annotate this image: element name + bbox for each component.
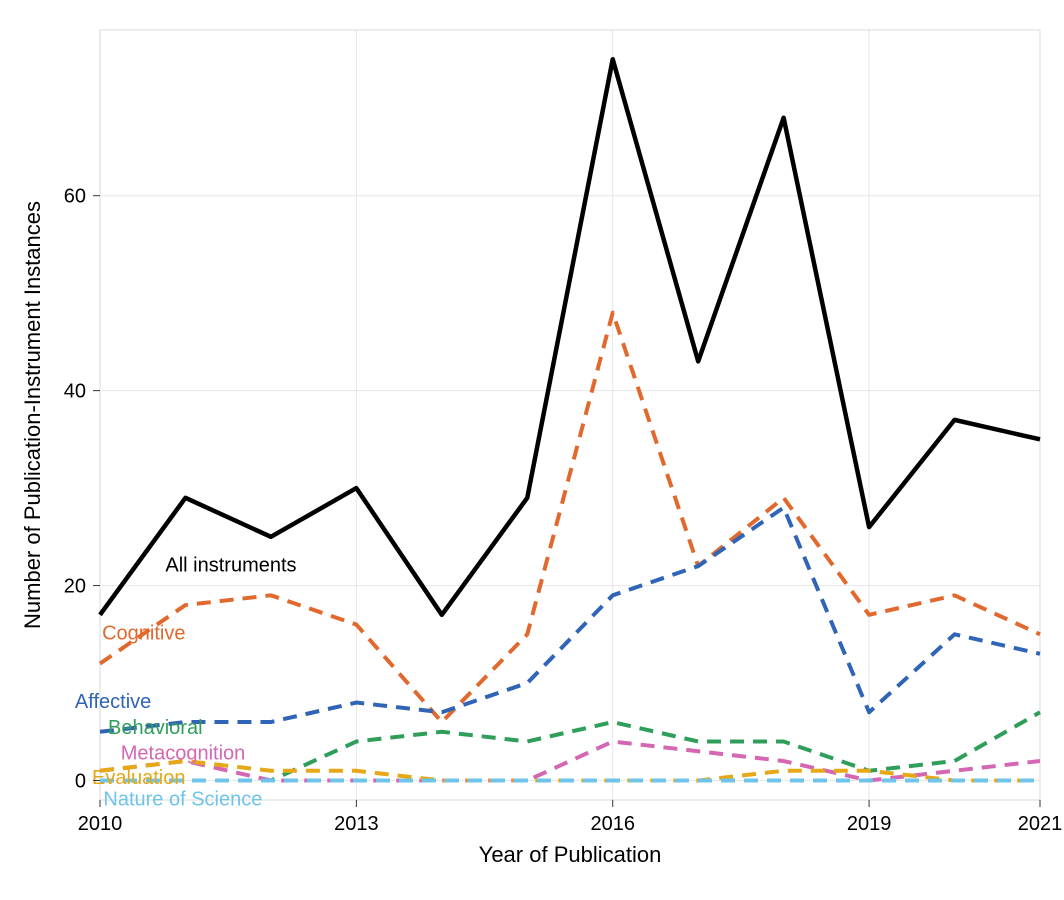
y-tick-label: 20 bbox=[64, 576, 86, 598]
y-axis-label: Number of Publication-Instrument Instanc… bbox=[20, 201, 45, 629]
series-label-all: All instruments bbox=[165, 554, 296, 576]
x-tick-label: 2016 bbox=[590, 813, 635, 835]
x-tick-label: 2019 bbox=[847, 813, 892, 835]
y-tick-label: 0 bbox=[75, 771, 86, 793]
series-label-behavioral: Behavioral bbox=[108, 717, 203, 739]
series-label-nature_of_science: Nature of Science bbox=[103, 788, 262, 810]
series-label-metacognition: Metacognition bbox=[121, 742, 246, 764]
series-label-affective: Affective bbox=[75, 691, 151, 713]
chart-container: All instruments Cognitive Affective Behavio… bbox=[0, 0, 1064, 900]
x-axis-label: Year of Publication bbox=[479, 842, 662, 867]
x-tick-label: 2021 bbox=[1018, 813, 1063, 835]
line-chart: All instruments Cognitive Affective Behavio… bbox=[0, 0, 1064, 900]
y-tick-label: 60 bbox=[64, 186, 86, 208]
x-tick-label: 2010 bbox=[78, 813, 123, 835]
y-tick-label: 40 bbox=[64, 381, 86, 403]
series-label-evaluation: Evaluation bbox=[92, 767, 185, 789]
x-tick-label: 2013 bbox=[334, 813, 379, 835]
series-label-cognitive: Cognitive bbox=[102, 623, 185, 645]
